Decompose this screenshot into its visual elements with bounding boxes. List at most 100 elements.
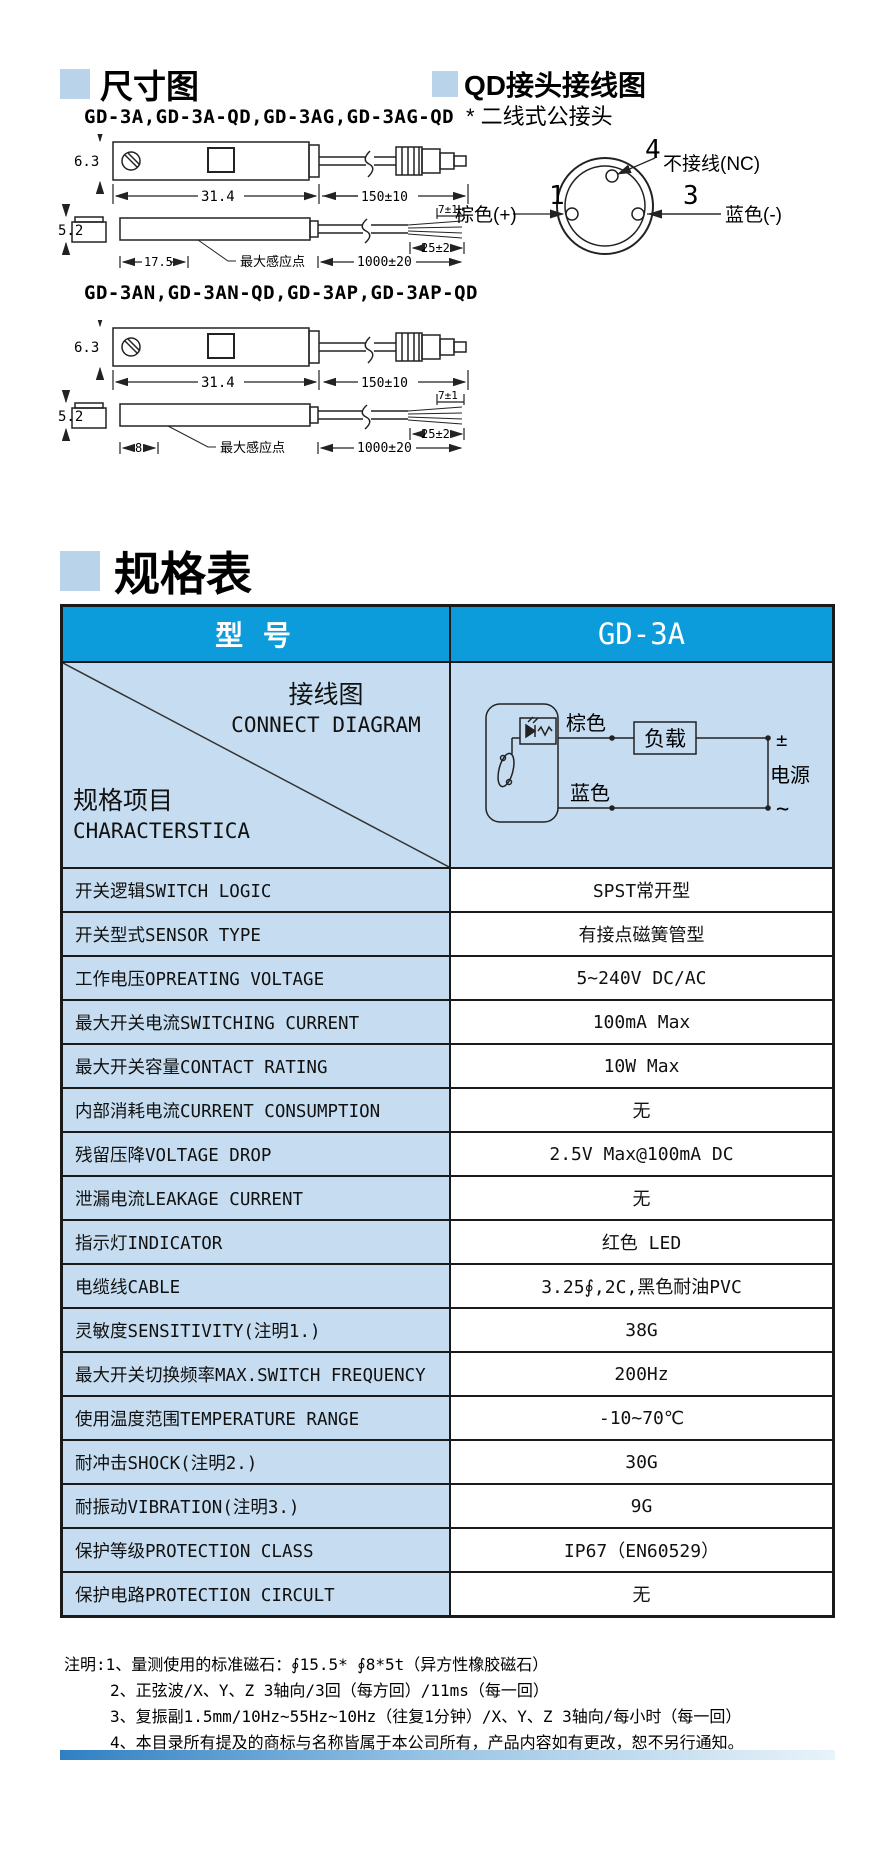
qd-title-text: QD接头接线图 bbox=[464, 70, 647, 101]
spec-section-title: 规格表 bbox=[60, 538, 252, 604]
spec-value: -10~70℃ bbox=[451, 1397, 832, 1439]
dimension-drawing-a: 6.3 31.4 150±10 bbox=[58, 134, 469, 270]
spec-row: 最大开关电流SWITCHING CURRENT 100mA Max bbox=[63, 999, 832, 1043]
spec-label: 最大开关切换频率MAX.SWITCH FREQUENCY bbox=[63, 1353, 451, 1395]
max-sense-callout: 最大感应点 bbox=[220, 440, 285, 455]
spec-label: 开关逻辑SWITCH LOGIC bbox=[63, 869, 451, 911]
spec-row: 开关逻辑SWITCH LOGIC SPST常开型 bbox=[63, 867, 832, 911]
dimension-section-title: 尺寸图 bbox=[60, 60, 199, 108]
section-bullet-icon bbox=[432, 71, 458, 97]
sensor-symbol bbox=[484, 703, 559, 823]
spec-label: 指示灯INDICATOR bbox=[63, 1221, 451, 1263]
dim-strip-label: 25±2 bbox=[421, 427, 450, 441]
spec-row: 耐冲击SHOCK(注明2.) 30G bbox=[63, 1439, 832, 1483]
spec-row: 耐振动VIBRATION(注明3.) 9G bbox=[63, 1483, 832, 1527]
spec-value: IP67（EN60529） bbox=[451, 1529, 832, 1571]
dim-body-label: 31.4 bbox=[201, 375, 235, 391]
spec-label: 耐振动VIBRATION(注明3.) bbox=[63, 1485, 451, 1527]
spec-label: 电缆线CABLE bbox=[63, 1265, 451, 1307]
connector-face bbox=[556, 157, 654, 255]
spec-value: 3.25∮,2C,黑色耐油PVC bbox=[451, 1265, 832, 1307]
pin4-number: 4 bbox=[645, 135, 661, 165]
max-sense-callout: 最大感应点 bbox=[240, 254, 305, 269]
dimension-drawing-b: 6.3 31.4 150±10 bbox=[58, 320, 469, 456]
spec-value: 100mA Max bbox=[451, 1001, 832, 1043]
qd-connector-diagram: 4 不接线(NC) 1 棕色(+) 3 蓝色(-) bbox=[455, 135, 782, 255]
dim-sense-b-label: 8 bbox=[135, 441, 142, 455]
sensor-top-view bbox=[112, 141, 467, 181]
spec-value: 10W Max bbox=[451, 1045, 832, 1087]
note-line-4: 4、本目录所有提及的商标与名称皆属于本公司所有，产品内容如有更改，恕不另行通知。 bbox=[110, 1733, 744, 1752]
spec-label: 灵敏度SENSITIVITY(注明1.) bbox=[63, 1309, 451, 1351]
spec-value: 30G bbox=[451, 1441, 832, 1483]
dim-lead-label: 1000±20 bbox=[357, 255, 412, 270]
spec-row: 电缆线CABLE 3.25∮,2C,黑色耐油PVC bbox=[63, 1263, 832, 1307]
pin1-number: 1 bbox=[549, 181, 565, 211]
pin1-label: 棕色(+) bbox=[455, 204, 517, 226]
spec-row: 残留压降VOLTAGE DROP 2.5V Max@100mA DC bbox=[63, 1131, 832, 1175]
sensor-side-view bbox=[71, 216, 463, 244]
dim-strip-label: 25±2 bbox=[421, 241, 450, 255]
dim-lines-side bbox=[61, 390, 465, 454]
spec-value: 2.5V Max@100mA DC bbox=[451, 1133, 832, 1175]
power-label: 电源 bbox=[770, 764, 810, 787]
spec-value: 200Hz bbox=[451, 1353, 832, 1395]
connector-leaders bbox=[513, 157, 721, 219]
footnotes: 注明:1、量测使用的标准磁石：∮15.5* ∮8*5t（异方性橡胶磁石） 2、正… bbox=[64, 1652, 744, 1756]
spec-table-header: 型 号 GD-3A bbox=[63, 607, 832, 661]
pin3-number: 3 bbox=[683, 181, 699, 211]
spec-label: 保护电路PROTECTION CIRCULT bbox=[63, 1573, 451, 1615]
spec-value: 38G bbox=[451, 1309, 832, 1351]
spec-row: 工作电压OPREATING VOLTAGE 5~240V DC/AC bbox=[63, 955, 832, 999]
spec-label: 最大开关电流SWITCHING CURRENT bbox=[63, 1001, 451, 1043]
blue-wire-label: 蓝色 bbox=[570, 782, 610, 805]
load-label: 负载 bbox=[644, 728, 686, 751]
pin3-label: 蓝色(-) bbox=[725, 204, 782, 226]
spec-row: 最大开关切换频率MAX.SWITCH FREQUENCY 200Hz bbox=[63, 1351, 832, 1395]
spec-label: 工作电压OPREATING VOLTAGE bbox=[63, 957, 451, 999]
spec-label: 开关型式SENSOR TYPE bbox=[63, 913, 451, 955]
spec-value: 9G bbox=[451, 1485, 832, 1527]
sensor-side-view bbox=[71, 402, 463, 430]
spec-row: 保护电路PROTECTION CIRCULT 无 bbox=[63, 1571, 832, 1615]
pin4-label: 不接线(NC) bbox=[663, 153, 760, 175]
qd-section-title: QD接头接线图 bbox=[432, 64, 646, 104]
section-bullet-icon bbox=[60, 69, 90, 99]
spec-value: SPST常开型 bbox=[451, 869, 832, 911]
connect-diagram-row: 接线图 CONNECT DIAGRAM 规格项目 CHARACTERSTICA bbox=[63, 661, 832, 867]
note-line-2: 2、正弦波/X、Y、Z 3轴向/3回（每方回）/11ms（每一回） bbox=[110, 1681, 549, 1700]
models-line-a: GD-3A,GD-3A-QD,GD-3AG,GD-3AG-QD bbox=[84, 106, 455, 128]
qd-subtitle: * 二线式公接头 bbox=[466, 104, 613, 129]
spec-label: 使用温度范围TEMPERATURE RANGE bbox=[63, 1397, 451, 1439]
spec-row: 泄漏电流LEAKAGE CURRENT 无 bbox=[63, 1175, 832, 1219]
model-column-header: 型 号 bbox=[63, 607, 451, 661]
spec-title-text: 规格表 bbox=[114, 548, 252, 600]
note-line-3: 3、复振副1.5mm/10Hz~55Hz~10Hz（往复1分钟）/X、Y、Z 3… bbox=[110, 1707, 742, 1726]
spec-label: 残留压降VOLTAGE DROP bbox=[63, 1133, 451, 1175]
dim-lead-label: 1000±20 bbox=[357, 441, 412, 456]
spec-value: 有接点磁簧管型 bbox=[451, 913, 832, 955]
note-prefix: 注明: bbox=[64, 1655, 106, 1674]
wiring-circuit-diagram: 棕色 蓝色 负载 ± 电源 ~ bbox=[484, 703, 810, 823]
footer-gradient-bar bbox=[60, 1750, 835, 1760]
spec-value: 无 bbox=[451, 1573, 832, 1615]
power-ac-symbol: ~ bbox=[776, 797, 789, 822]
dim-lines-top bbox=[95, 320, 469, 390]
dim-tip-label: 7±1 bbox=[438, 203, 458, 216]
characteristic-label: 规格项目 CHARACTERSTICA bbox=[73, 787, 251, 843]
dim-lines-side bbox=[61, 204, 465, 268]
diagram-header-cell: 接线图 CONNECT DIAGRAM 规格项目 CHARACTERSTICA bbox=[63, 663, 451, 867]
connect-diagram-cell: 棕色 蓝色 负载 ± 电源 ~ bbox=[451, 663, 832, 867]
spec-row: 指示灯INDICATOR 红色 LED bbox=[63, 1219, 832, 1263]
dim-profile-label: 5.2 bbox=[58, 223, 83, 239]
spec-row: 内部消耗电流CURRENT CONSUMPTION 无 bbox=[63, 1087, 832, 1131]
section-bullet-icon bbox=[60, 551, 100, 591]
note-line-1: 注明:1、量测使用的标准磁石：∮15.5* ∮8*5t（异方性橡胶磁石） bbox=[64, 1655, 549, 1674]
dim-tip-label: 7±1 bbox=[438, 389, 458, 402]
spec-value: 红色 LED bbox=[451, 1221, 832, 1263]
dim-height-label: 6.3 bbox=[74, 340, 99, 356]
spec-label: 最大开关容量CONTACT RATING bbox=[63, 1045, 451, 1087]
spec-label: 内部消耗电流CURRENT CONSUMPTION bbox=[63, 1089, 451, 1131]
spec-row: 最大开关容量CONTACT RATING 10W Max bbox=[63, 1043, 832, 1087]
spec-row: 使用温度范围TEMPERATURE RANGE -10~70℃ bbox=[63, 1395, 832, 1439]
